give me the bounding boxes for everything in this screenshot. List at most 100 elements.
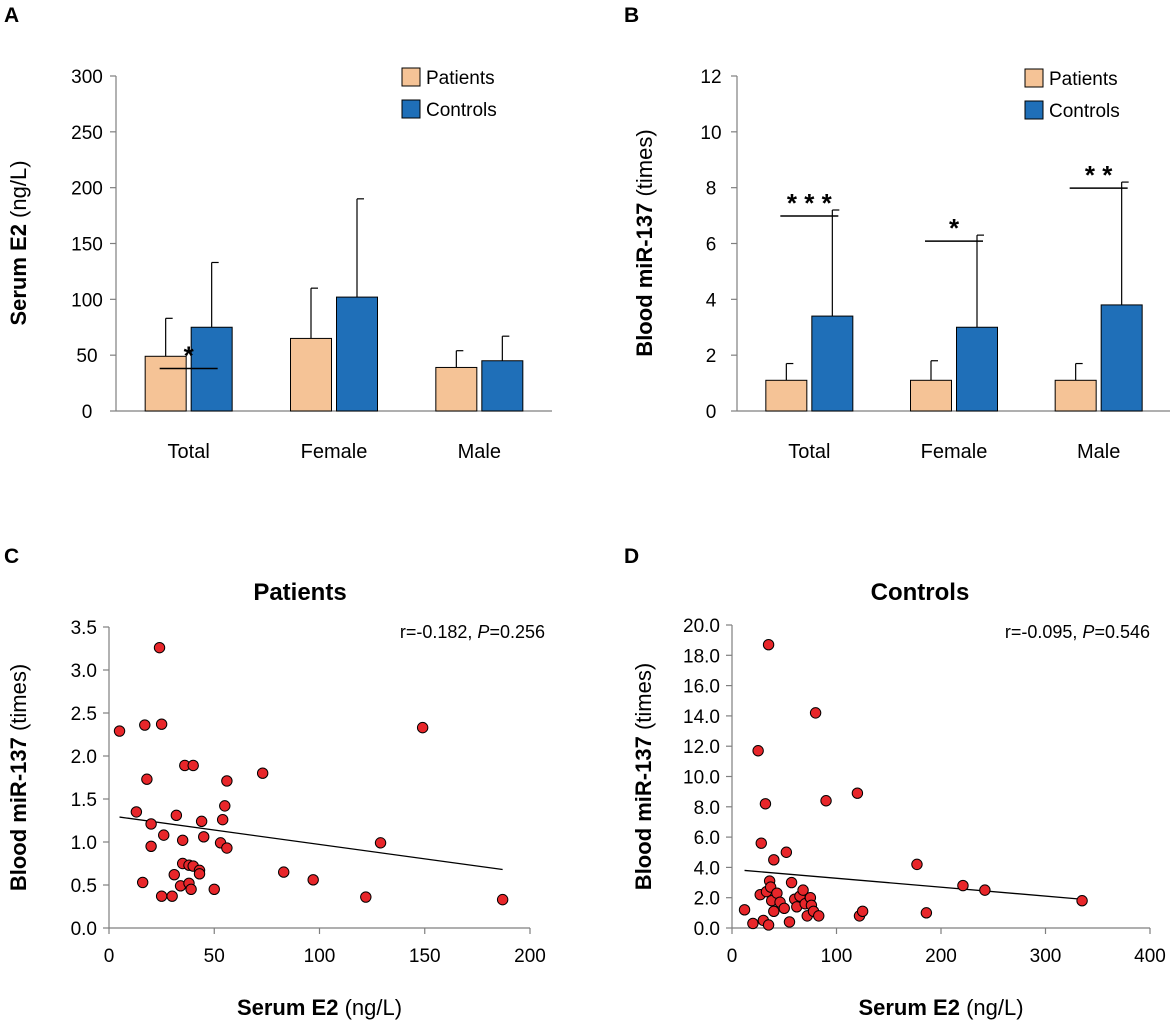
- legend-swatch-controls: [1024, 100, 1044, 120]
- data-point: [158, 829, 170, 841]
- category-label: Total: [168, 441, 210, 463]
- trend-line: [119, 816, 503, 871]
- bar-patients-male: [1054, 379, 1097, 412]
- significance-stars: *: [184, 340, 195, 370]
- annotation-r: r=-0.182,: [400, 622, 478, 642]
- y-tick-label: 100: [71, 290, 103, 311]
- x-tick-label: 200: [925, 946, 957, 967]
- data-point: [762, 919, 775, 931]
- y-tick-label: 8: [706, 179, 717, 200]
- y-tick-label: 20.0: [683, 616, 720, 637]
- significance-stars: * * *: [787, 188, 833, 218]
- data-point: [360, 891, 372, 903]
- x-axis-label-bold: Serum E2: [237, 995, 345, 1020]
- data-point: [496, 893, 509, 906]
- data-point: [797, 884, 809, 896]
- data-point: [145, 818, 157, 830]
- legend-label-patients: Patients: [1049, 69, 1118, 90]
- legend-label-controls: Controls: [1049, 101, 1120, 122]
- y-tick-label: 3.0: [71, 661, 97, 682]
- y-tick-label: 2.5: [71, 704, 97, 725]
- x-tick-label: 50: [204, 946, 225, 967]
- y-tick-label: 2: [706, 346, 717, 367]
- legend-swatch-patients: [1024, 68, 1044, 88]
- data-point: [136, 876, 149, 889]
- data-point: [820, 795, 832, 807]
- data-point: [168, 868, 180, 881]
- data-point: [130, 806, 143, 818]
- data-point: [759, 798, 772, 810]
- x-tick-label: 400: [1134, 946, 1166, 967]
- data-point: [155, 718, 168, 730]
- y-tick-label: 150: [71, 235, 103, 256]
- bar-controls-male: [1100, 304, 1143, 412]
- data-point: [307, 874, 319, 886]
- data-point: [957, 879, 969, 892]
- data-point: [113, 725, 126, 737]
- x-tick-label: 300: [1030, 946, 1062, 967]
- legend-swatch-controls: [401, 99, 421, 119]
- data-point: [785, 876, 798, 889]
- y-tick-label: 1.0: [71, 833, 97, 854]
- data-point: [278, 866, 290, 878]
- y-tick-label: 1.5: [71, 790, 97, 811]
- data-point: [809, 707, 822, 719]
- data-point: [979, 884, 991, 896]
- data-point: [768, 854, 780, 866]
- y-tick-label: 200: [71, 179, 103, 200]
- data-point: [416, 721, 429, 734]
- correlation-annotation: r=-0.095, P=0.546: [1005, 622, 1150, 642]
- legend-swatch-patients: [401, 67, 421, 87]
- x-axis-label-unit: (ng/L): [345, 995, 402, 1020]
- y-tick-label: 6.0: [694, 828, 720, 849]
- x-axis-label-unit: (ng/L): [966, 995, 1023, 1020]
- y-tick-label: 10: [700, 123, 721, 144]
- y-tick-label: 12.0: [683, 737, 720, 758]
- panel-letter: D: [624, 545, 639, 568]
- bar-panel-B: B 0 2 4 6 8 10 12 Blood miR-137 (times) Total Fema…: [624, 4, 1170, 463]
- y-tick-label: 0: [82, 402, 93, 423]
- category-label: Male: [1077, 441, 1120, 463]
- data-point: [911, 858, 923, 871]
- bar-controls-total: [811, 315, 854, 412]
- data-point: [141, 773, 153, 785]
- bar-panel-A: A 0 50 100 150 200 250 300 Serum E2 (ng/L) Total F…: [4, 4, 552, 463]
- data-point: [176, 834, 189, 846]
- data-point: [813, 910, 825, 922]
- x-tick-label: 0: [104, 946, 115, 967]
- data-point: [219, 800, 231, 812]
- y-tick-label: 0: [706, 402, 717, 423]
- bar-controls-male: [481, 360, 524, 412]
- data-point: [780, 846, 793, 858]
- bar-patients-female: [910, 379, 952, 412]
- annotation-pvalue: =0.546: [1094, 622, 1150, 642]
- bar-controls-female: [336, 296, 378, 412]
- y-tick-label: 14.0: [683, 707, 720, 728]
- y-tick-label: 250: [71, 123, 103, 144]
- bar-patients-female: [290, 337, 332, 412]
- category-label: Total: [788, 441, 830, 463]
- y-tick-label: 4: [706, 290, 717, 311]
- data-point: [155, 890, 168, 902]
- y-axis-label: Blood miR-137 (times): [632, 129, 657, 356]
- x-axis-label: Serum E2 (ng/L): [858, 995, 1023, 1020]
- data-point: [256, 767, 269, 779]
- bar-patients-total: [144, 355, 187, 412]
- y-tick-label: 300: [71, 67, 103, 88]
- annotation-p: P: [1082, 622, 1094, 642]
- data-point: [755, 837, 767, 849]
- chart-title: Patients: [253, 579, 346, 606]
- data-point: [738, 904, 751, 916]
- x-tick-label: 100: [304, 946, 336, 967]
- y-axis-label: Blood miR-137 (times): [631, 663, 656, 890]
- y-axis-label-unit: (ng/L): [6, 160, 31, 217]
- data-point: [856, 905, 869, 918]
- data-point: [187, 759, 199, 772]
- bar-patients-total: [765, 379, 808, 412]
- y-tick-label: 0.0: [71, 919, 97, 940]
- trend-line: [744, 869, 1083, 900]
- y-axis-label-bold: Blood miR-137: [631, 730, 656, 890]
- y-axis-label: Serum E2 (ng/L): [6, 160, 31, 325]
- data-point: [1076, 895, 1088, 907]
